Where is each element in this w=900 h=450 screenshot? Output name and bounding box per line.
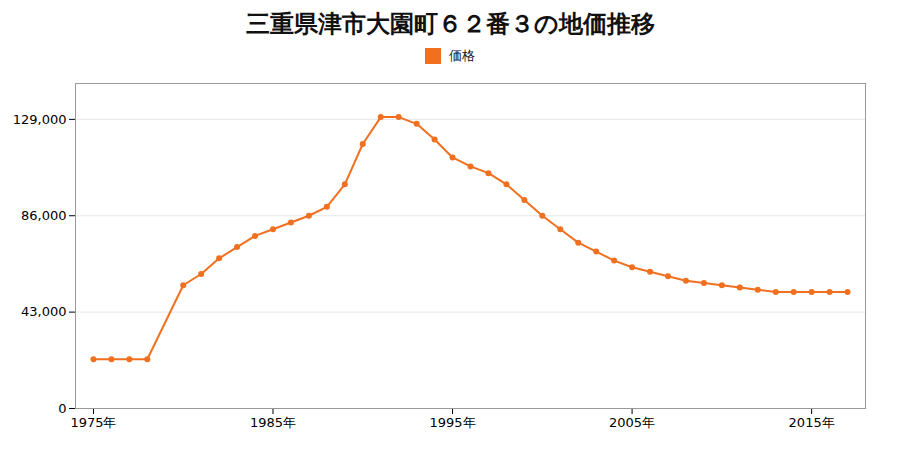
svg-text:1995年: 1995年 [429, 415, 475, 430]
svg-text:1985年: 1985年 [250, 415, 296, 430]
svg-text:2015年: 2015年 [789, 415, 835, 430]
svg-text:1975年: 1975年 [70, 415, 116, 430]
svg-text:2005年: 2005年 [609, 415, 655, 430]
svg-text:86,000: 86,000 [21, 208, 67, 223]
svg-text:43,000: 43,000 [21, 304, 67, 319]
svg-text:0: 0 [58, 401, 66, 416]
html-text:価格: 価格 [449, 48, 475, 63]
svg-text:129,000: 129,000 [13, 112, 67, 127]
html-text:三重県津市大園町６２番３の地価推移: 三重県津市大園町６２番３の地価推移 [245, 10, 655, 38]
